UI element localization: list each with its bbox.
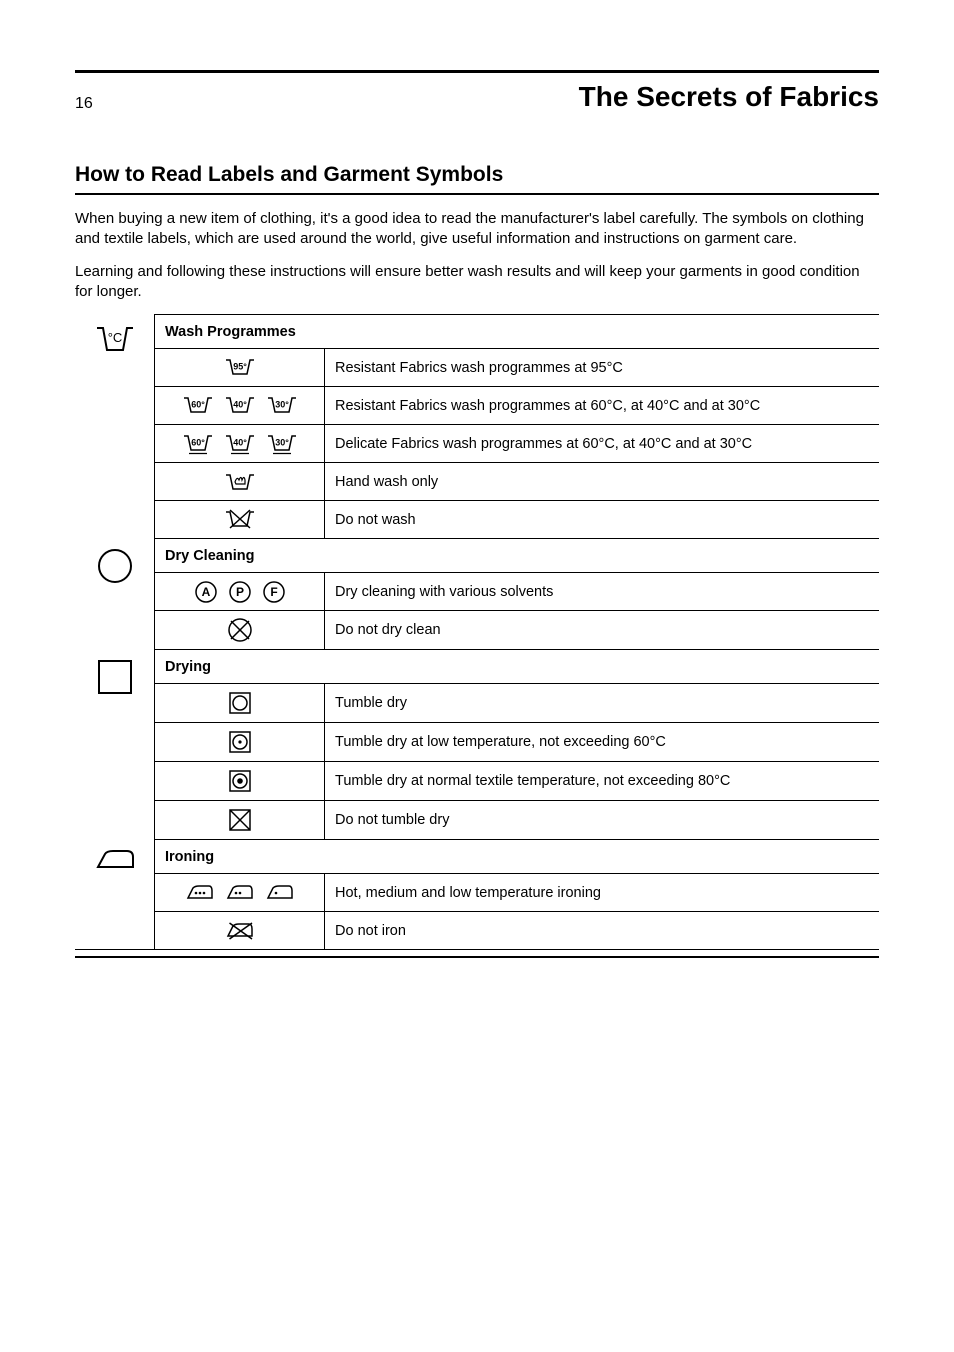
description-cell: Dry cleaning with various solvents: [325, 572, 879, 610]
svg-text:60°: 60°: [191, 437, 205, 447]
symbol-cell: [155, 873, 325, 911]
description-cell: Do not dry clean: [325, 610, 879, 649]
svg-text:30°: 30°: [275, 437, 289, 447]
description-cell: Hot, medium and low temperature ironing: [325, 873, 879, 911]
category-icon: [75, 538, 155, 649]
svg-text:60°: 60°: [191, 399, 205, 409]
symbol-cell: [155, 722, 325, 761]
symbol-cell: [155, 761, 325, 800]
category-header: Drying: [155, 649, 879, 683]
svg-text:P: P: [235, 585, 243, 599]
intro-paragraph-1: When buying a new item of clothing, it's…: [75, 209, 879, 250]
page-number: 16: [75, 95, 93, 113]
intro-paragraph-2: Learning and following these instruction…: [75, 262, 879, 303]
page-header: 16 The Secrets of Fabrics: [75, 81, 879, 113]
description-cell: Tumble dry at normal textile temperature…: [325, 761, 879, 800]
description-cell: Do not wash: [325, 500, 879, 538]
description-cell: Do not tumble dry: [325, 800, 879, 839]
symbol-cell: 60° 40° 30°: [155, 386, 325, 424]
category-header: Wash Programmes: [155, 314, 879, 348]
category-icon: [75, 649, 155, 839]
heading: How to Read Labels and Garment Symbols: [75, 163, 879, 195]
svg-text:A: A: [201, 585, 210, 599]
description-cell: Tumble dry at low temperature, not excee…: [325, 722, 879, 761]
svg-text:°C: °C: [107, 330, 122, 345]
symbol-cell: [155, 683, 325, 722]
symbol-cell: [155, 610, 325, 649]
category-icon: [75, 839, 155, 949]
category-icon: °C: [75, 314, 155, 538]
description-cell: Do not iron: [325, 911, 879, 949]
category-header: Ironing: [155, 839, 879, 873]
symbol-cell: 60° 40° 30°: [155, 424, 325, 462]
symbol-cell: 95°: [155, 348, 325, 386]
svg-text:40°: 40°: [233, 399, 247, 409]
description-cell: Tumble dry: [325, 683, 879, 722]
svg-text:95°: 95°: [233, 361, 247, 371]
section-title: The Secrets of Fabrics: [579, 81, 879, 113]
category-header: Dry Cleaning: [155, 538, 879, 572]
description-cell: Hand wash only: [325, 462, 879, 500]
svg-text:F: F: [270, 585, 277, 599]
symbol-cell: APF: [155, 572, 325, 610]
symbol-cell: [155, 500, 325, 538]
description-cell: Delicate Fabrics wash programmes at 60°C…: [325, 424, 879, 462]
description-cell: Resistant Fabrics wash programmes at 95°…: [325, 348, 879, 386]
description-cell: Resistant Fabrics wash programmes at 60°…: [325, 386, 879, 424]
svg-text:40°: 40°: [233, 437, 247, 447]
care-symbols-table: °C Wash Programmes 95° Resistant Fabrics w…: [75, 314, 879, 950]
symbol-cell: [155, 462, 325, 500]
symbol-cell: [155, 800, 325, 839]
svg-text:30°: 30°: [275, 399, 289, 409]
symbol-cell: [155, 911, 325, 949]
